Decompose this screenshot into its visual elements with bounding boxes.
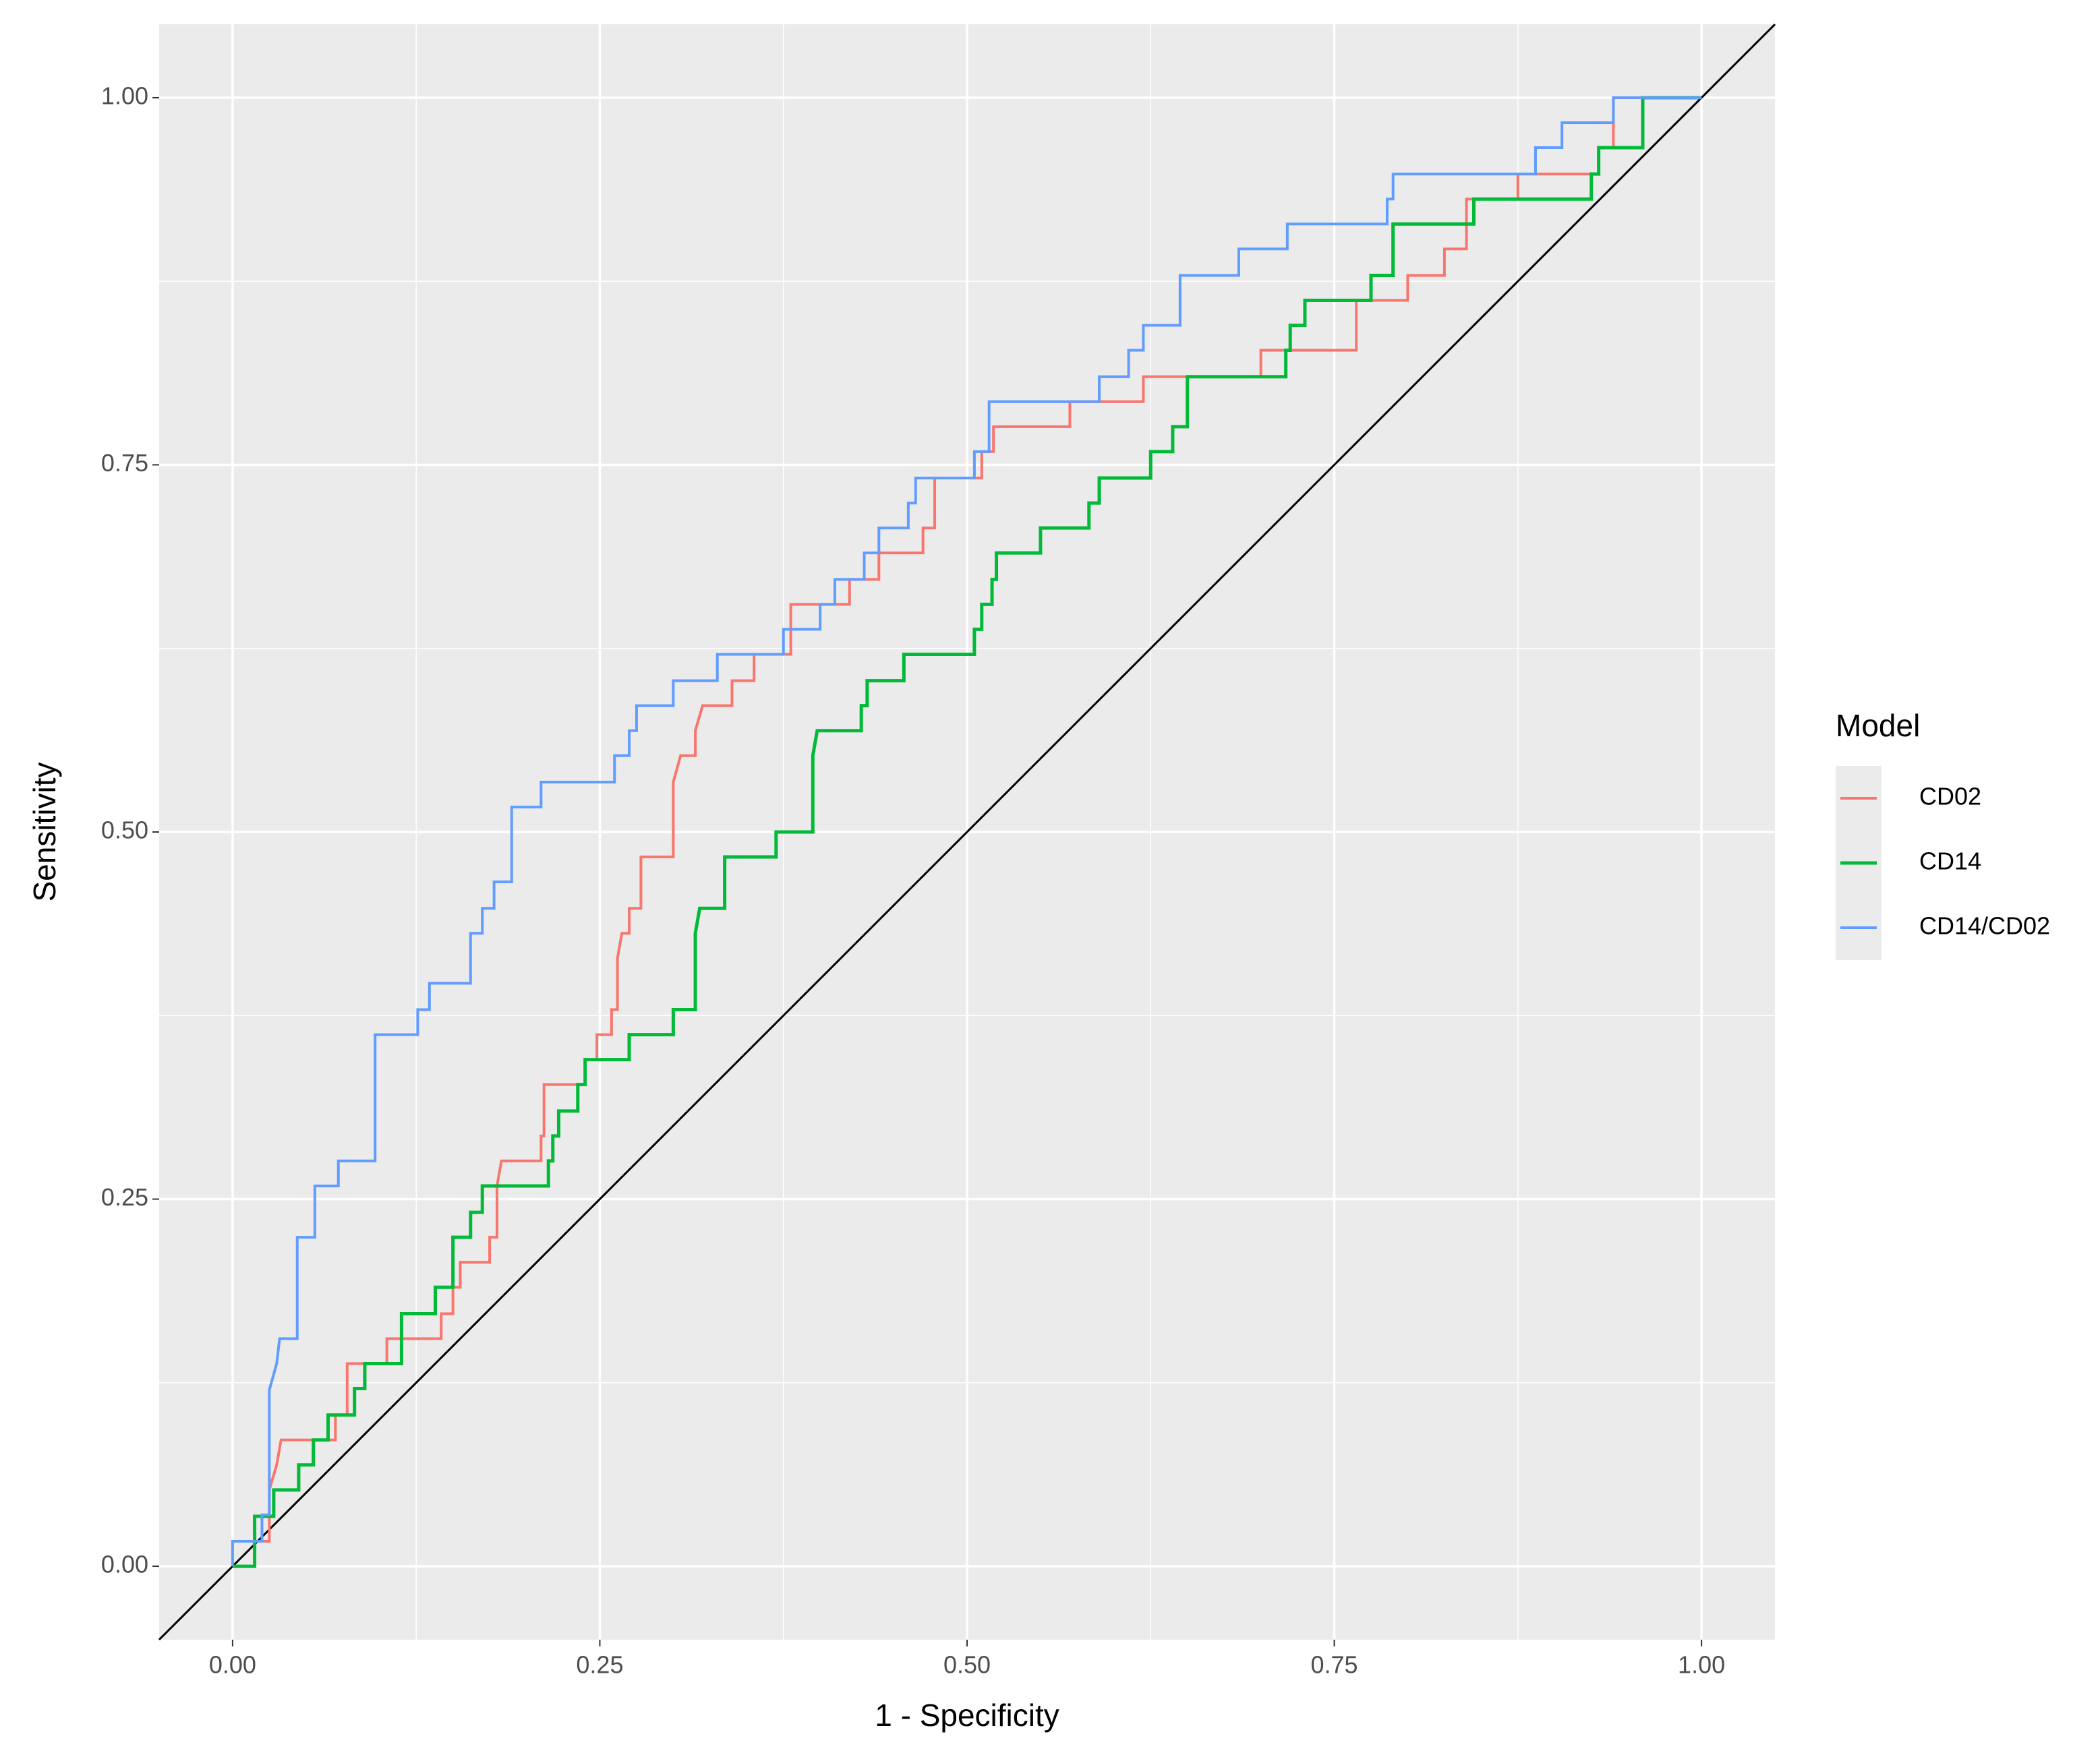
y-tick-label: 0.75	[101, 449, 148, 477]
series-line	[231, 96, 1702, 1567]
y-tick-label: 1.00	[101, 82, 148, 109]
y-tick-label: 0.00	[101, 1551, 148, 1578]
x-tick-label: 0.75	[1311, 1651, 1358, 1679]
series-line	[232, 96, 1702, 1568]
x-tick-label: 0.50	[943, 1651, 991, 1679]
legend: Model CD02 CD14 CD14/CD02	[1836, 708, 2050, 960]
legend-label: CD02	[1919, 783, 1981, 810]
lines	[158, 23, 1776, 1641]
reference-line	[158, 23, 1776, 1641]
x-tick-label: 1.00	[1678, 1651, 1725, 1679]
x-tick-label: 0.25	[576, 1651, 623, 1679]
x-tick-label: 0.00	[209, 1651, 256, 1679]
x-axis-title: 1 - Specificity	[875, 1698, 1059, 1733]
axes: 0.00 0.25 0.50 0.75 1.00 0.00 0.25 0.50 0.75 1.00	[101, 82, 1725, 1678]
y-tick-label: 0.25	[101, 1183, 148, 1211]
y-tick-label: 0.50	[101, 816, 148, 844]
series-line	[232, 96, 1702, 1568]
legend-title: Model	[1836, 708, 1920, 743]
legend-label: CD14/CD02	[1919, 912, 2050, 940]
y-axis-title: Sensitivity	[27, 762, 62, 901]
legend-label: CD14	[1919, 847, 1981, 875]
